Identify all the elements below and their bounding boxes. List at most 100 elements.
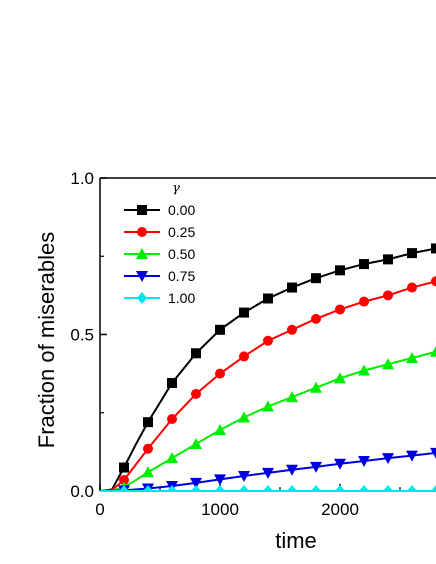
- data-point: [359, 485, 369, 492]
- data-point: [214, 474, 226, 486]
- data-point: [358, 455, 370, 467]
- data-point: [359, 259, 369, 270]
- x-tick-label: 2000: [321, 500, 359, 519]
- data-point: [262, 467, 274, 479]
- data-point: [430, 447, 436, 459]
- data-point: [215, 324, 225, 335]
- data-point: [215, 368, 225, 379]
- data-point: [407, 485, 417, 492]
- data-point: [143, 485, 153, 492]
- legend-item: 0.25: [124, 224, 195, 240]
- data-point: [359, 296, 369, 307]
- legend-marker: [137, 205, 147, 215]
- data-point: [239, 307, 249, 318]
- legend-label: 0.50: [168, 246, 195, 262]
- data-point: [287, 324, 297, 335]
- series-1.00: [100, 485, 436, 492]
- data-point: [311, 313, 321, 324]
- data-point: [310, 461, 322, 473]
- data-point: [191, 348, 201, 359]
- data-point: [382, 358, 394, 370]
- data-point: [383, 290, 393, 301]
- legend-label: 0.00: [168, 202, 195, 218]
- legend-marker: [137, 292, 147, 304]
- data-point: [143, 443, 153, 454]
- data-point: [311, 273, 321, 284]
- legend-item: 1.00: [124, 290, 195, 306]
- data-point: [143, 417, 153, 428]
- data-point: [431, 276, 436, 287]
- data-point: [430, 345, 436, 357]
- data-point: [334, 458, 346, 470]
- data-point: [119, 485, 129, 492]
- series-0.00: [100, 243, 436, 492]
- series-layer: [100, 243, 436, 492]
- data-point: [190, 438, 202, 450]
- y-ticks: 0.0 0.5 1.0: [70, 169, 107, 501]
- legend-label: 0.25: [168, 224, 195, 240]
- data-point: [286, 391, 298, 403]
- data-point: [263, 485, 273, 492]
- legend-title: γ: [172, 181, 180, 196]
- x-tick-label: 0: [95, 500, 104, 519]
- y-tick-label: 0.0: [70, 482, 94, 501]
- axes: [99, 177, 436, 492]
- data-point: [119, 475, 129, 486]
- data-point: [167, 414, 177, 425]
- data-point: [167, 378, 177, 389]
- data-point: [311, 485, 321, 492]
- data-point: [239, 485, 249, 492]
- legend-item: 0.50: [124, 246, 195, 262]
- data-point: [263, 335, 273, 346]
- data-point: [191, 388, 201, 399]
- data-point: [167, 485, 177, 492]
- data-point: [335, 485, 345, 492]
- legend-marker: [137, 227, 147, 237]
- data-point: [238, 470, 250, 482]
- data-point: [239, 351, 249, 362]
- data-point: [335, 304, 345, 315]
- y-axis-label: Fraction of miserables: [34, 232, 59, 448]
- data-point: [214, 423, 226, 435]
- data-point: [406, 351, 418, 363]
- legend: γ 0.00 0.25 0.50 0.75 1.00: [124, 181, 195, 306]
- legend-items: 0.00 0.25 0.50 0.75 1.00: [124, 202, 195, 306]
- y-tick-label: 1.0: [70, 169, 94, 188]
- data-point: [238, 411, 250, 423]
- data-point: [358, 364, 370, 376]
- data-point: [262, 400, 274, 412]
- data-point: [431, 243, 436, 254]
- data-point: [310, 381, 322, 393]
- data-point: [406, 450, 418, 462]
- legend-label: 0.75: [168, 268, 195, 284]
- series-0.75: [100, 447, 436, 492]
- data-point: [191, 485, 201, 492]
- data-point: [383, 254, 393, 265]
- data-point: [215, 485, 225, 492]
- data-point: [334, 372, 346, 384]
- data-point: [190, 477, 202, 489]
- data-point: [286, 464, 298, 476]
- series-0.25: [100, 276, 436, 492]
- y-tick-label: 0.5: [70, 326, 94, 345]
- data-point: [166, 452, 178, 464]
- x-tick-label: 1000: [201, 500, 239, 519]
- data-point: [287, 282, 297, 293]
- data-point: [119, 462, 129, 473]
- legend-item: 0.00: [124, 202, 195, 218]
- legend-marker: [136, 271, 148, 282]
- data-point: [407, 282, 417, 293]
- data-point: [407, 248, 417, 259]
- data-point: [382, 453, 394, 465]
- data-point: [263, 293, 273, 304]
- legend-marker: [136, 248, 148, 259]
- data-point: [383, 485, 393, 492]
- data-point: [431, 485, 436, 492]
- data-point: [142, 466, 154, 478]
- data-point: [287, 485, 297, 492]
- legend-label: 1.00: [168, 290, 195, 306]
- data-point: [335, 265, 345, 276]
- legend-item: 0.75: [124, 268, 195, 284]
- x-axis-label: time: [275, 528, 317, 553]
